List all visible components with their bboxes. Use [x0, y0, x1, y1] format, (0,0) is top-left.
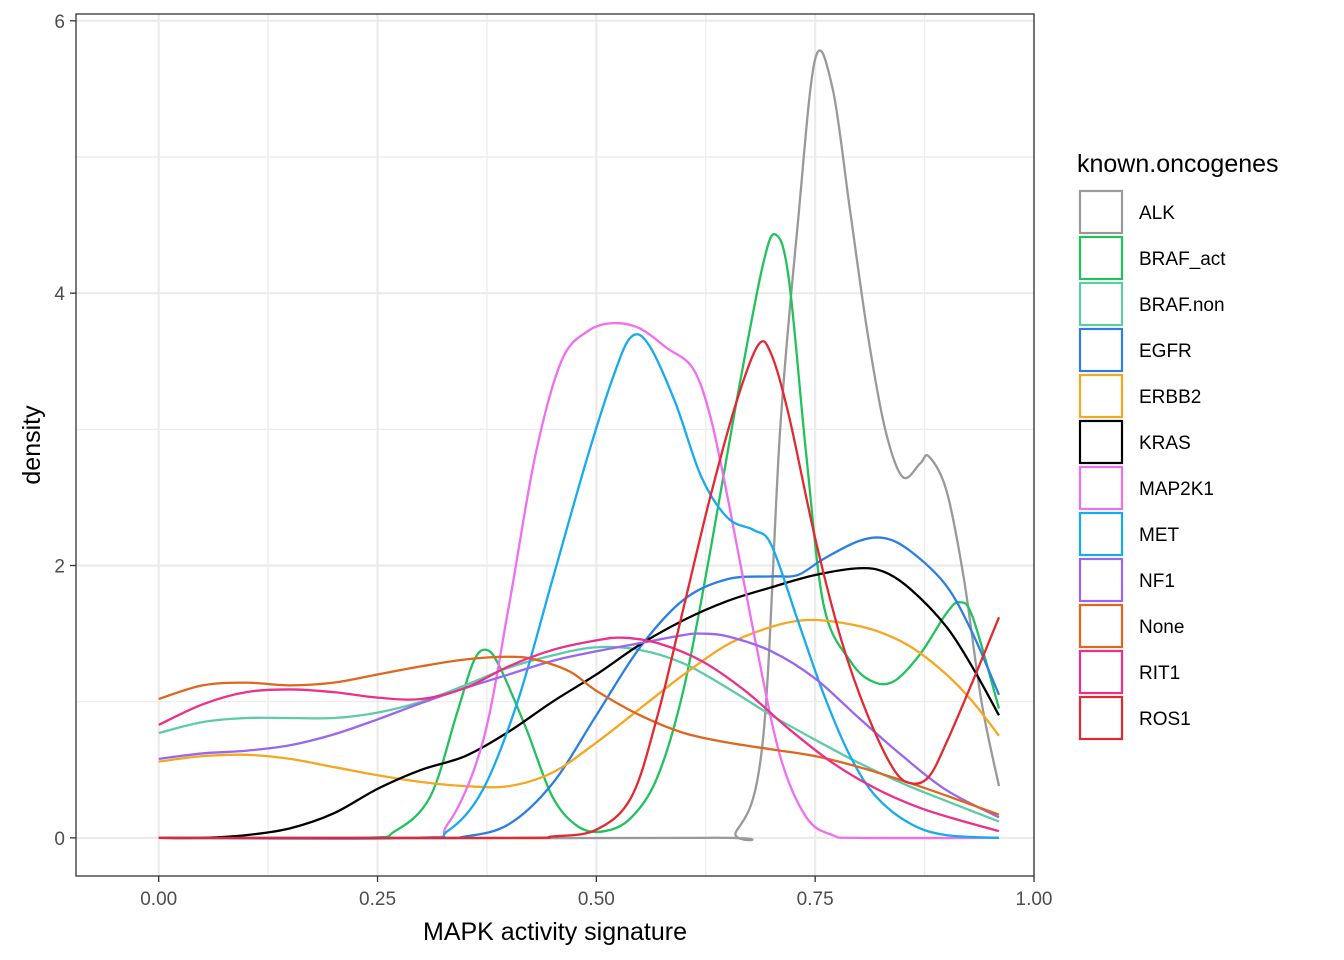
x-tick-label: 0.75 [797, 889, 834, 910]
y-tick-label: 4 [54, 284, 65, 305]
density-line-met [158, 333, 1000, 840]
legend-key-braf-act [1078, 235, 1124, 281]
legend-key-map2k1 [1078, 465, 1124, 511]
density-line-nf1 [158, 632, 1000, 819]
legend-label-braf-act: BRAF_act [1139, 249, 1226, 270]
plot-panel-border [75, 13, 1035, 877]
y-tick-label: 0 [54, 829, 65, 850]
density-line-alk [158, 49, 1001, 842]
legend-label-kras: KRAS [1139, 433, 1191, 454]
legend-label-alk: ALK [1139, 203, 1175, 224]
legend-title: known.oncogenes [1077, 150, 1279, 178]
series-lines [158, 49, 1001, 842]
density-line-kras [158, 566, 1000, 840]
x-tick-label: 0.50 [578, 889, 615, 910]
x-tick-label: 1.00 [1016, 889, 1053, 910]
legend-key-rit1 [1078, 649, 1124, 695]
x-axis-ticks: 0.00 0.25 0.50 0.75 1.00 [140, 876, 1052, 910]
x-tick-label: 0.00 [140, 889, 177, 910]
density-line-braf-non [158, 645, 1000, 823]
y-axis-ticks: 0 2 4 6 [54, 12, 76, 850]
legend-key-met [1078, 511, 1124, 557]
density-line-erbb2 [158, 618, 1000, 789]
legend-key-egfr [1078, 327, 1124, 373]
legend: known.oncogenes ALK BRAF_act BRAF.non EGFR E… [1077, 150, 1279, 741]
legend-items: ALK BRAF_act BRAF.non EGFR ERBB2 KRAS MAP2K1 ME… [1078, 189, 1226, 741]
legend-label-egfr: EGFR [1139, 341, 1192, 362]
legend-label-ros1: ROS1 [1139, 709, 1191, 730]
legend-label-met: MET [1139, 525, 1180, 546]
legend-label-braf-non: BRAF.non [1139, 295, 1225, 316]
legend-key-ros1 [1078, 695, 1124, 741]
legend-key-none [1078, 603, 1124, 649]
density-line-none [158, 655, 1000, 816]
legend-key-kras [1078, 419, 1124, 465]
legend-label-map2k1: MAP2K1 [1139, 479, 1214, 500]
y-axis-title: density [18, 405, 46, 485]
legend-key-erbb2 [1078, 373, 1124, 419]
density-line-egfr [158, 536, 1001, 840]
density-line-braf-act [158, 233, 1001, 840]
legend-key-braf-non [1078, 281, 1124, 327]
legend-key-nf1 [1078, 557, 1124, 603]
x-axis-title: MAPK activity signature [423, 918, 687, 946]
density-line-ros1 [158, 340, 1001, 840]
grid-major [76, 14, 1036, 876]
density-line-rit1 [158, 636, 1000, 833]
legend-label-rit1: RIT1 [1139, 663, 1180, 684]
y-tick-label: 6 [54, 12, 65, 33]
x-tick-label: 0.25 [359, 889, 396, 910]
legend-label-nf1: NF1 [1139, 571, 1175, 592]
legend-label-none: None [1139, 617, 1184, 638]
grid-minor [76, 14, 1034, 876]
legend-label-erbb2: ERBB2 [1139, 387, 1201, 408]
legend-key-alk [1078, 189, 1124, 235]
density-line-map2k1 [158, 321, 999, 841]
y-tick-label: 2 [54, 557, 65, 578]
